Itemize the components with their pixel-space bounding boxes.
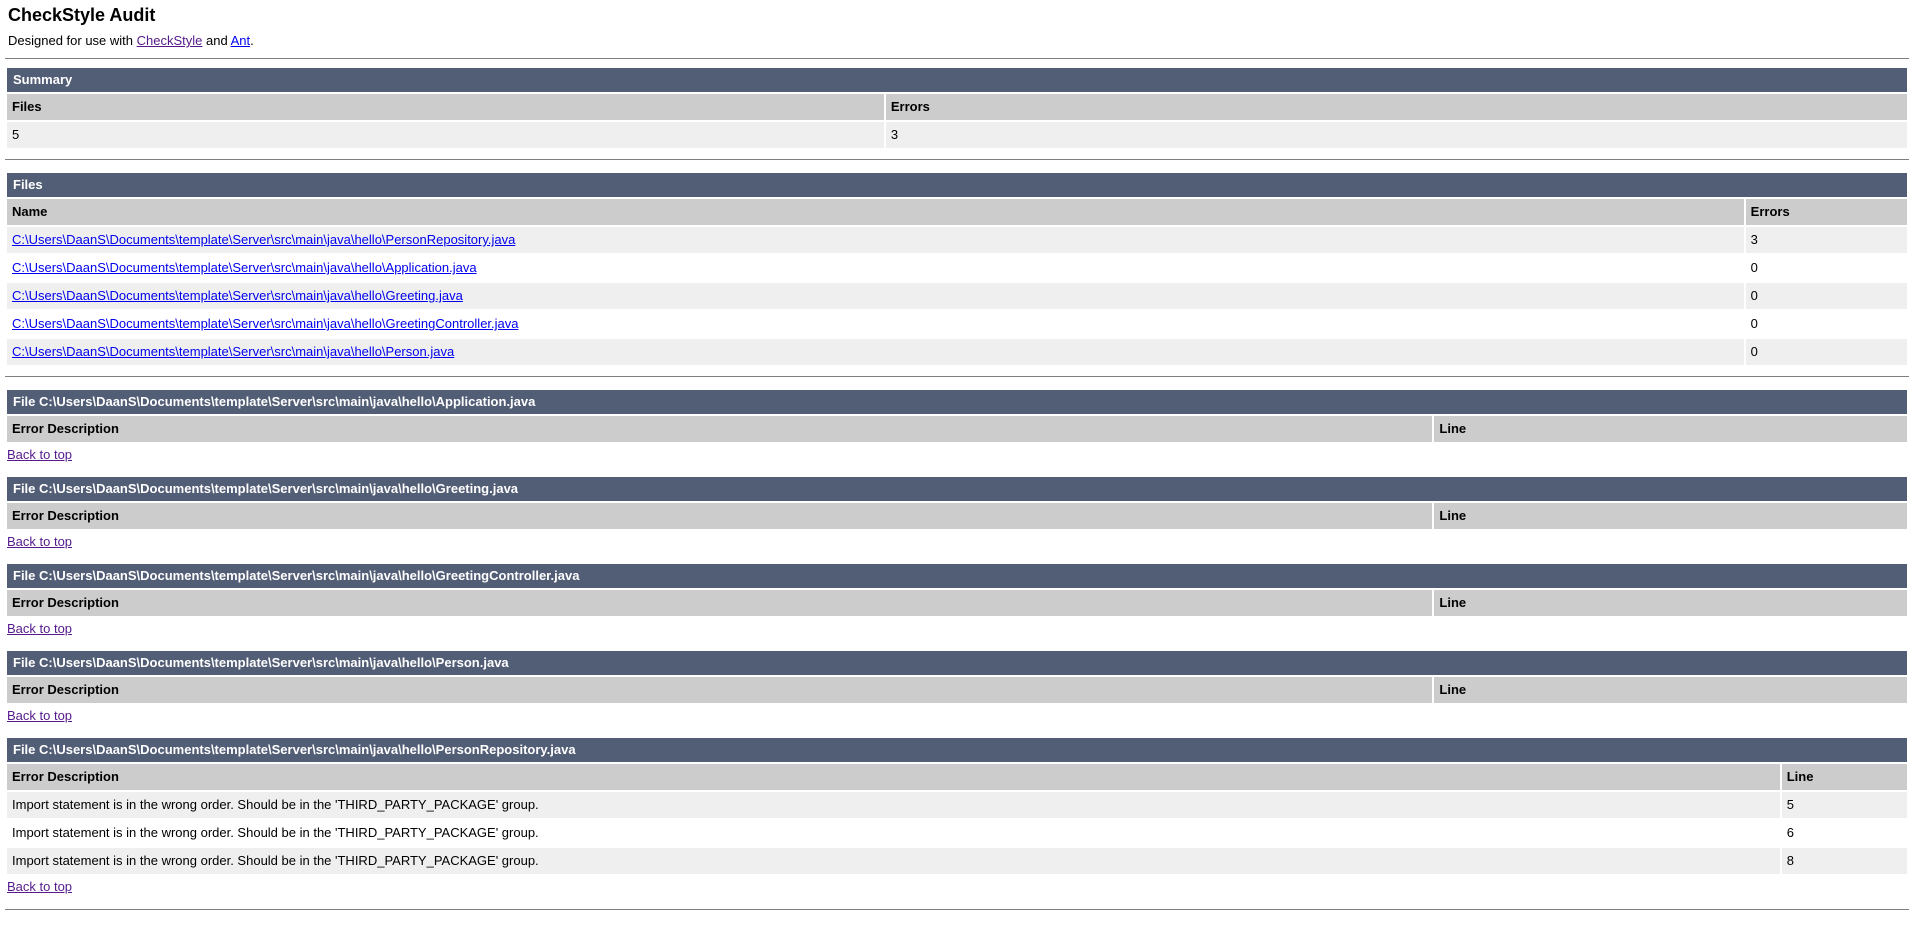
back-to-top-link[interactable]: Back to top (7, 447, 73, 462)
files-col-errors: Errors (1745, 199, 1907, 225)
subtitle-prefix: Designed for use with (8, 33, 137, 48)
file-errors-table: Error Description Line (5, 414, 1909, 444)
error-row: Import statement is in the wrong order. … (7, 848, 1907, 874)
files-table: Name Errors C:\Users\DaanS\Documents\tem… (5, 197, 1909, 367)
summary-row: 5 3 (7, 122, 1907, 148)
error-row: Import statement is in the wrong order. … (7, 792, 1907, 818)
errors-header-row: Error Description Line (7, 764, 1907, 790)
table-row: C:\Users\DaanS\Documents\template\Server… (7, 311, 1907, 337)
files-col-name: Name (7, 199, 1744, 225)
file-link-greeting[interactable]: C:\Users\DaanS\Documents\template\Server… (12, 288, 463, 303)
error-description: Import statement is in the wrong order. … (7, 848, 1780, 874)
file-section-heading-greeting: File C:\Users\DaanS\Documents\template\S… (7, 477, 1907, 501)
file-error-count: 0 (1745, 339, 1907, 365)
error-line: 8 (1781, 848, 1907, 874)
file-link-personrepository[interactable]: C:\Users\DaanS\Documents\template\Server… (12, 232, 516, 247)
col-line: Line (1434, 590, 1907, 616)
col-error-description: Error Description (7, 590, 1433, 616)
errors-header-row: Error Description Line (7, 503, 1907, 529)
subtitle-suffix: . (250, 33, 254, 48)
divider (5, 58, 1909, 59)
errors-header-row: Error Description Line (7, 590, 1907, 616)
file-error-count: 3 (1745, 227, 1907, 253)
divider (5, 376, 1909, 377)
table-row: C:\Users\DaanS\Documents\template\Server… (7, 283, 1907, 309)
summary-col-files: Files (7, 94, 884, 120)
checkstyle-link[interactable]: CheckStyle (136, 33, 203, 48)
error-line: 6 (1781, 820, 1907, 846)
file-link-greetingcontroller[interactable]: C:\Users\DaanS\Documents\template\Server… (12, 316, 519, 331)
summary-files-count: 5 (7, 122, 884, 148)
file-errors-table: Error Description Line Import statement … (5, 762, 1909, 876)
summary-table: Files Errors 5 3 (5, 92, 1909, 150)
file-errors-table: Error Description Line (5, 675, 1909, 705)
col-error-description: Error Description (7, 416, 1433, 442)
error-row: Import statement is in the wrong order. … (7, 820, 1907, 846)
summary-errors-count: 3 (885, 122, 1907, 148)
col-error-description: Error Description (7, 677, 1433, 703)
summary-header-row: Files Errors (7, 94, 1907, 120)
col-error-description: Error Description (7, 503, 1433, 529)
back-to-top-link[interactable]: Back to top (7, 708, 73, 723)
table-row: C:\Users\DaanS\Documents\template\Server… (7, 339, 1907, 365)
col-error-description: Error Description (7, 764, 1780, 790)
file-section-heading-greetingcontroller: File C:\Users\DaanS\Documents\template\S… (7, 564, 1907, 588)
ant-link[interactable]: Ant (230, 33, 251, 48)
file-section-heading-personrepository: File C:\Users\DaanS\Documents\template\S… (7, 738, 1907, 762)
summary-col-errors: Errors (885, 94, 1907, 120)
file-errors-table: Error Description Line (5, 501, 1909, 531)
file-section-heading-application: File C:\Users\DaanS\Documents\template\S… (7, 390, 1907, 414)
col-line: Line (1434, 503, 1907, 529)
summary-heading: Summary (7, 68, 1907, 92)
error-description: Import statement is in the wrong order. … (7, 792, 1780, 818)
page-title: CheckStyle Audit (8, 5, 156, 25)
col-line: Line (1781, 764, 1907, 790)
errors-header-row: Error Description Line (7, 416, 1907, 442)
back-to-top-link[interactable]: Back to top (7, 879, 73, 894)
back-to-top-link[interactable]: Back to top (7, 621, 73, 636)
file-error-count: 0 (1745, 283, 1907, 309)
divider (5, 159, 1909, 160)
file-link-application[interactable]: C:\Users\DaanS\Documents\template\Server… (12, 260, 477, 275)
table-row: C:\Users\DaanS\Documents\template\Server… (7, 227, 1907, 253)
col-line: Line (1434, 416, 1907, 442)
file-section-heading-person: File C:\Users\DaanS\Documents\template\S… (7, 651, 1907, 675)
subtitle: Designed for use with CheckStyle and Ant… (8, 33, 1909, 48)
file-error-count: 0 (1745, 311, 1907, 337)
files-header-row: Name Errors (7, 199, 1907, 225)
divider (5, 909, 1909, 910)
file-errors-table: Error Description Line (5, 588, 1909, 618)
files-heading: Files (7, 173, 1907, 197)
file-error-count: 0 (1745, 255, 1907, 281)
subtitle-mid: and (202, 33, 231, 48)
errors-header-row: Error Description Line (7, 677, 1907, 703)
col-line: Line (1434, 677, 1907, 703)
back-to-top-link[interactable]: Back to top (7, 534, 73, 549)
error-line: 5 (1781, 792, 1907, 818)
error-description: Import statement is in the wrong order. … (7, 820, 1780, 846)
file-link-person[interactable]: C:\Users\DaanS\Documents\template\Server… (12, 344, 455, 359)
table-row: C:\Users\DaanS\Documents\template\Server… (7, 255, 1907, 281)
